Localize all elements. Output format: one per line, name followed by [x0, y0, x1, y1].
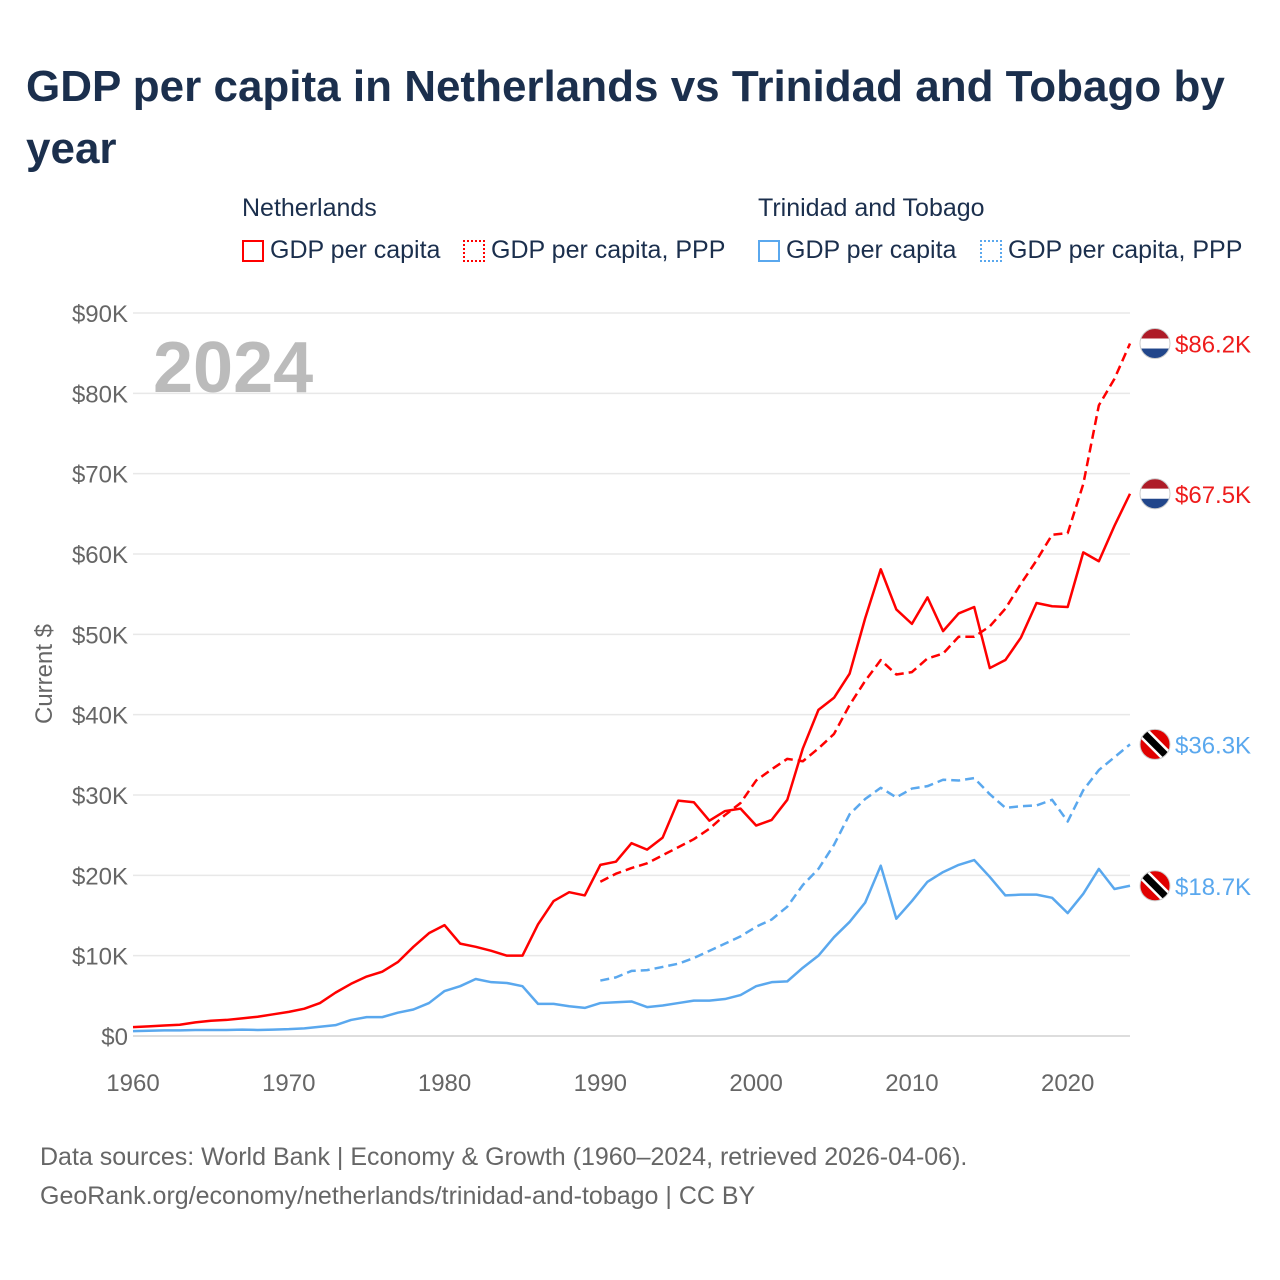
legend-swatch-dotted-red: [463, 239, 485, 262]
flag-body: [1140, 478, 1170, 509]
legend-item-tt-gdp[interactable]: GDP per capita: [758, 236, 956, 265]
x-tick-label: 2020: [1041, 1070, 1094, 1097]
y-tick-label: $80K: [72, 381, 128, 408]
legend-swatch-solid-blue: [758, 239, 780, 262]
flag-stripe: [1140, 328, 1170, 339]
series-line-2: [132, 858, 1131, 1033]
legend-label: GDP per capita, PPP: [1008, 236, 1243, 264]
y-tick-label: $0: [101, 1024, 128, 1051]
source-line: Data sources: World Bank | Economy & Gro…: [40, 1143, 968, 1171]
series-line-1: [599, 343, 1132, 883]
legend-label: GDP per capita: [786, 236, 957, 264]
end-value-label: $36.3K: [1175, 732, 1251, 759]
x-tick-label: 1970: [262, 1070, 315, 1097]
y-tick-label: $20K: [72, 863, 128, 890]
y-tick-label: $60K: [72, 542, 128, 569]
flag-body: [1140, 328, 1170, 359]
x-tick-label: 1960: [106, 1070, 159, 1097]
x-tick-label: 1990: [574, 1070, 627, 1097]
netherlands-flag-icon: [1139, 478, 1171, 510]
flag-stripe: [1140, 498, 1170, 509]
series-line-3: [600, 743, 1131, 982]
y-tick-label: $70K: [72, 462, 128, 489]
end-value-label: $18.7K: [1175, 874, 1251, 901]
legend-item-nl-ppp[interactable]: GDP per capita, PPP: [463, 236, 725, 265]
flag-band: [1140, 870, 1170, 901]
flag-border: [1139, 478, 1171, 510]
legend-item-tt-ppp[interactable]: GDP per capita, PPP: [980, 236, 1242, 265]
trinidad-flag-icon: [1139, 728, 1171, 760]
flag-border: [1139, 728, 1171, 760]
source-note: Data sources: World Bank | Economy & Gro…: [40, 1138, 967, 1216]
x-tick-label: 1980: [418, 1070, 471, 1097]
flag-stripe: [1140, 338, 1170, 349]
flag-stripe: [1140, 478, 1170, 489]
y-tick-label: $30K: [72, 783, 128, 810]
end-value-label: $67.5K: [1175, 482, 1251, 509]
end-value-label: $86.2K: [1175, 332, 1251, 359]
flag-stripe: [1140, 348, 1170, 359]
flag-band: [1140, 729, 1170, 760]
legend-label: GDP per capita: [270, 236, 441, 264]
chart-title: GDP per capita in Netherlands vs Trinida…: [26, 62, 1225, 173]
flag-body: [1140, 870, 1170, 901]
flag-border: [1139, 328, 1171, 360]
flag-border: [1139, 870, 1171, 902]
legend-item-nl-gdp[interactable]: GDP per capita: [242, 236, 440, 265]
netherlands-flag-icon: [1139, 328, 1171, 360]
source-url[interactable]: GeoRank.org/economy/netherlands/trinidad…: [40, 1182, 756, 1210]
x-tick-label: 2000: [729, 1070, 782, 1097]
trinidad-flag-icon: [1139, 870, 1171, 902]
series-line-0: [132, 493, 1132, 1029]
legend-swatch-solid-red: [242, 239, 264, 262]
flag-body: [1140, 729, 1170, 760]
y-tick-label: $40K: [72, 703, 128, 730]
legend-label: GDP per capita, PPP: [491, 236, 726, 264]
y-tick-label: $10K: [72, 944, 128, 971]
legend-swatch-dotted-blue: [980, 239, 1002, 262]
y-tick-label: $90K: [72, 301, 128, 328]
flag-stripe: [1140, 488, 1170, 499]
y-tick-label: $50K: [72, 622, 128, 649]
x-tick-label: 2010: [885, 1070, 938, 1097]
legend-group-trinidad: Trinidad and Tobago: [758, 194, 985, 222]
year-label: 2024: [153, 328, 313, 408]
legend-group-netherlands: Netherlands: [242, 194, 377, 222]
y-axis-label: Current $: [31, 624, 58, 724]
